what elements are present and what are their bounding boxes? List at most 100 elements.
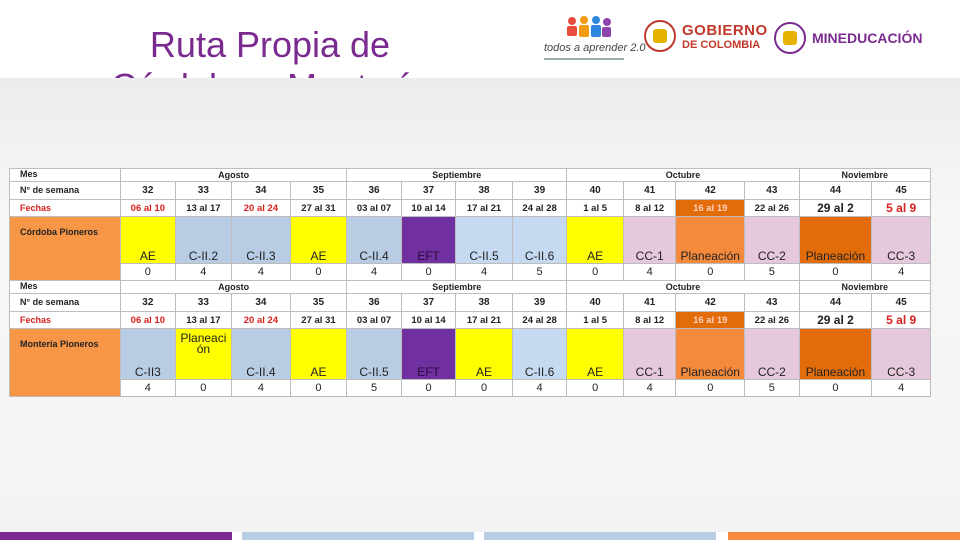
week-cell: 42 [675,181,746,200]
month-cell: Septiembre [346,280,568,294]
number-cell: 0 [675,263,746,281]
month-cell: Noviembre [798,168,932,182]
number-cell: 0 [455,379,513,397]
activity-cell: Planeación [798,216,873,264]
activity-cell: CC-3 [871,216,931,264]
number-cell: 5 [346,379,402,397]
week-row: N° de semana 32 33 34 35 36 37 38 39 40 … [8,181,931,200]
monteria-section: Mes Agosto Septiembre Octubre Noviembre … [8,280,932,397]
week-cell: 44 [798,181,873,200]
week-label: N° de semana [8,293,122,312]
activity-cell: C-II.2 [174,216,233,264]
date-cell: 24 al 28 [511,199,568,217]
activity-cell: C-II.4 [346,216,402,264]
activity-cell: AE [455,328,513,380]
month-cell: Noviembre [798,280,932,294]
number-cell: 0 [798,263,873,281]
slide-title-line1: Ruta Propia de [149,24,391,65]
week-cell: 38 [455,293,513,312]
number-cell: 0 [675,379,746,397]
number-cell: 4 [622,379,677,397]
month-cell: Octubre [566,280,800,294]
activity-cell: Planeación [675,328,746,380]
week-cell: 35 [289,293,348,312]
week-cell: 33 [174,181,233,200]
number-cell: 4 [871,263,931,281]
number-cell: 5 [511,263,568,281]
date-cell: 1 al 5 [566,199,624,217]
number-cell: 4 [231,379,291,397]
date-cell: 27 al 31 [289,199,348,217]
week-cell: 43 [744,181,800,200]
month-row: Mes Agosto Septiembre Octubre Noviembre [8,168,932,182]
activity-cell: AE [289,216,348,264]
month-cell: Agosto [120,168,348,182]
week-cell: 39 [511,293,568,312]
bottom-strip-orange [728,532,960,540]
week-cell: 41 [622,293,677,312]
number-cell: 0 [289,263,348,281]
number-cell: 4 [622,263,677,281]
week-cell: 36 [346,181,402,200]
activity-cell: AE [566,328,624,380]
date-cell: 13 al 17 [174,311,233,329]
week-label: N° de semana [8,181,122,200]
date-cell: 8 al 12 [622,199,677,217]
activity-cell: C-II.5 [455,216,513,264]
activity-cell: CC-3 [871,328,931,380]
number-cell: 0 [400,379,457,397]
bottom-strip-blue [242,532,474,540]
gobierno-logo: GOBIERNO DE COLOMBIA [644,20,767,60]
number-cell: 4 [231,263,291,281]
colombia-seal-icon [644,20,676,52]
date-cell: 03 al 07 [346,199,402,217]
number-cell: 5 [744,263,800,281]
date-cell: 5 al 9 [871,311,931,329]
section-label: Córdoba Pioneros [8,216,122,281]
dates-label: Fechas [8,199,122,217]
month-label: Mes [8,168,122,182]
week-cell: 37 [400,181,457,200]
bottom-strip-blue-2 [484,532,716,540]
number-cell: 4 [871,379,931,397]
date-cell: 5 al 9 [871,199,931,217]
date-cell: 22 al 26 [744,199,800,217]
activity-row: Montería Pioneros C-II3 Planeaci ón C-II… [8,328,931,397]
date-cell: 29 al 2 [798,199,873,217]
week-cell: 32 [120,181,176,200]
week-cell: 45 [871,181,931,200]
date-cell: 10 al 14 [400,311,457,329]
number-cell: 4 [174,263,233,281]
week-cell: 43 [744,293,800,312]
people-figures-icon [567,16,611,37]
date-cell: 03 al 07 [346,311,402,329]
date-cell: 10 al 14 [400,199,457,217]
date-cell: 27 al 31 [289,311,348,329]
date-cell: 16 al 19 [675,311,746,329]
date-cell: 17 al 21 [455,311,513,329]
number-cell: 4 [511,379,568,397]
week-cell: 41 [622,181,677,200]
activity-cell: AE [289,328,348,380]
activity-cell: CC-2 [744,216,800,264]
dates-row: Fechas 06 al 10 13 al 17 20 al 24 27 al … [8,199,931,217]
week-cell: 38 [455,181,513,200]
date-cell: 20 al 24 [231,311,291,329]
week-cell: 45 [871,293,931,312]
number-row: 4 0 4 0 5 0 0 4 0 4 0 5 0 4 [10,379,931,397]
date-cell: 17 al 21 [455,199,513,217]
week-cell: 44 [798,293,873,312]
number-cell: 0 [798,379,873,397]
cordoba-section: Mes Agosto Septiembre Octubre Noviembre … [8,168,932,281]
activity-cell: C-II.3 [231,216,291,264]
dates-row: Fechas 06 al 10 13 al 17 20 al 24 27 al … [8,311,931,329]
week-cell: 36 [346,293,402,312]
slide-header: Ruta Propia de Córdoba y Montería todos … [0,0,960,107]
week-cell: 39 [511,181,568,200]
activity-cell: C-II3 [120,328,176,380]
activity-cell: CC-2 [744,328,800,380]
mineducacion-logo: MINEDUCACIÓN [774,22,934,54]
week-cell: 32 [120,293,176,312]
section-label: Montería Pioneros [8,328,122,397]
number-cell: 4 [455,263,513,281]
